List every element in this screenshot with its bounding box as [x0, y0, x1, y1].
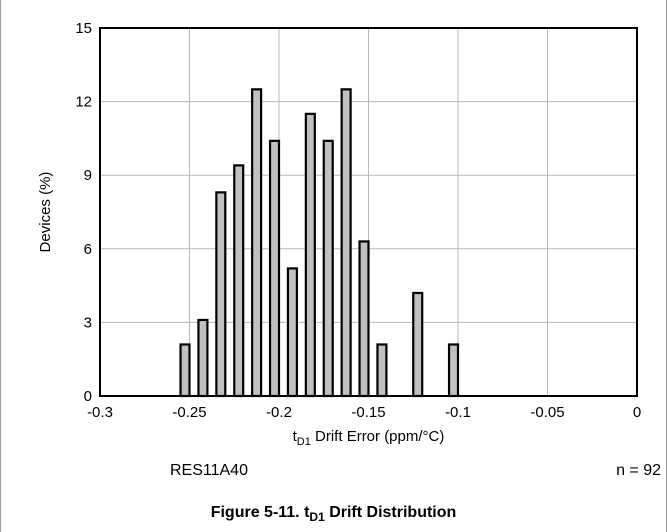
- figure-caption: Figure 5-11. tD1 Drift Distribution: [0, 504, 667, 524]
- plot-area: [99, 27, 638, 397]
- x-axis-title-rest: Drift Error (ppm/°C): [311, 428, 445, 445]
- x-tick-label-6: 0: [633, 404, 641, 421]
- x-tick-label-0: -0.3: [87, 404, 113, 421]
- bar-10: [358, 240, 370, 398]
- bar-6: [286, 267, 299, 398]
- bar-4: [251, 88, 263, 398]
- y-tick-label-3: 9: [84, 167, 92, 184]
- bars: [179, 88, 460, 398]
- caption-sub: D1: [309, 510, 325, 525]
- bar-13: [447, 343, 460, 398]
- y-tick-label-0: 0: [84, 388, 92, 405]
- sample-size-label: n = 92: [616, 462, 661, 479]
- x-tick-label-2: -0.2: [266, 404, 292, 421]
- x-tick-label-1: -0.25: [172, 404, 206, 421]
- y-tick-labels: 0 3 6 9 12 15: [75, 20, 92, 405]
- x-tick-label-4: -0.1: [445, 404, 471, 421]
- caption-prefix: Figure 5-11. t: [210, 504, 310, 521]
- y-tick-label-4: 12: [75, 94, 92, 111]
- x-tick-label-3: -0.15: [351, 404, 385, 421]
- x-tick-labels: -0.3 -0.25 -0.2 -0.15 -0.1 -0.05 0: [87, 404, 641, 421]
- bar-7: [304, 112, 316, 398]
- bar-11: [376, 343, 388, 398]
- device-label: RES11A40: [170, 462, 248, 479]
- bar-12: [412, 291, 424, 398]
- bar-0: [179, 343, 191, 398]
- x-axis-title: tD1 Drift Error (ppm/°C): [293, 428, 445, 448]
- x-axis-title-main: t: [293, 428, 298, 445]
- bar-5: [268, 139, 281, 398]
- caption-suffix: Drift Distribution: [324, 504, 457, 521]
- x-tick-label-5: -0.05: [530, 404, 564, 421]
- bar-2: [215, 191, 227, 398]
- y-tick-label-5: 15: [75, 20, 92, 37]
- x-axis-title-sub: D1: [297, 436, 311, 448]
- y-tick-label-2: 6: [84, 241, 92, 258]
- bar-8: [322, 139, 334, 398]
- y-tick-label-1: 3: [84, 314, 92, 331]
- bar-9: [340, 88, 352, 398]
- y-axis-title: Devices (%): [37, 172, 54, 253]
- bar-3: [233, 164, 245, 398]
- bar-1: [197, 318, 209, 398]
